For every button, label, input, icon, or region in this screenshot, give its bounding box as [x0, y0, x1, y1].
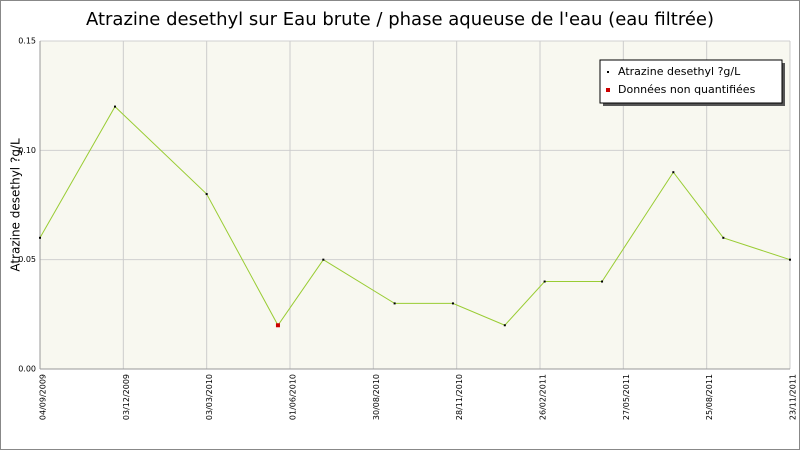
x-tick-label: 25/08/2011 [705, 374, 714, 420]
x-tick-label: 01/06/2010 [289, 374, 298, 420]
data-point [503, 324, 506, 327]
data-point [722, 236, 725, 239]
x-tick-label: 26/02/2011 [539, 374, 548, 420]
data-point [543, 280, 546, 283]
data-point [322, 258, 325, 261]
legend-marker [607, 71, 609, 73]
legend-marker [606, 88, 610, 92]
legend-label: Atrazine desethyl ?g/L [618, 65, 741, 78]
data-point [672, 171, 675, 174]
data-point [39, 236, 41, 239]
x-tick-label: 04/09/2009 [39, 374, 48, 420]
data-point [114, 105, 116, 108]
y-tick-label: 0.15 [18, 37, 36, 46]
y-tick-label: 0.00 [18, 365, 36, 374]
x-tick-label: 03/12/2009 [122, 374, 131, 420]
x-tick-label: 27/05/2011 [622, 374, 631, 420]
data-point [275, 323, 280, 328]
x-tick-label: 28/11/2010 [455, 374, 464, 420]
x-tick-label: 03/03/2010 [205, 374, 214, 420]
data-point [205, 193, 208, 196]
x-tick-label: 30/08/2010 [372, 374, 381, 420]
chart-title: Atrazine desethyl sur Eau brute / phase … [86, 9, 714, 30]
legend-label: Données non quantifiées [618, 83, 756, 96]
data-point [789, 258, 791, 261]
data-point [601, 280, 604, 283]
x-tick-label: 23/11/2011 [789, 374, 798, 420]
legend: Atrazine desethyl ?g/L Données non quanti… [599, 59, 783, 104]
legend-box [599, 59, 783, 104]
y-tick-label: 0.10 [18, 146, 36, 155]
data-point [393, 302, 396, 305]
data-point [451, 302, 454, 305]
y-tick-label: 0.05 [18, 255, 36, 264]
y-axis-label: Atrazine desethyl ?g/L [9, 138, 23, 272]
